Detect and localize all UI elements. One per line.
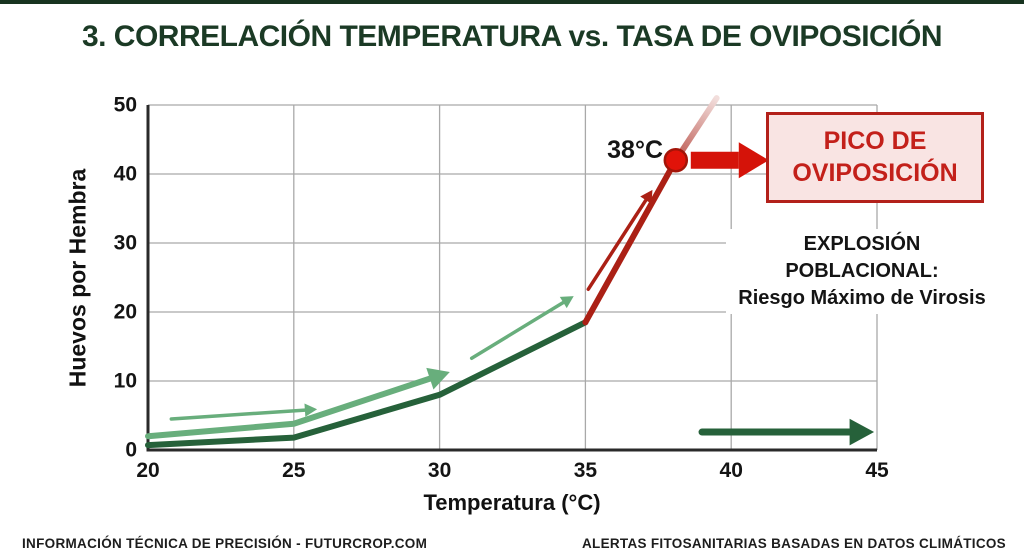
footer-left-text: INFORMACIÓN TÉCNICA DE PRECISIÓN - FUTUR…: [22, 536, 428, 551]
axes: [146, 105, 877, 452]
peak-callout-box: PICO DE OVIPOSICIÓN: [766, 112, 984, 203]
x-tick-label: 40: [720, 459, 743, 482]
x-tick-label: 30: [428, 459, 451, 482]
oviposicion-fase-critica: [582, 157, 679, 326]
y-tick-label: 0: [125, 439, 137, 462]
x-axis-label: Temperatura (°C): [423, 490, 601, 515]
peak-callout-label: PICO DE OVIPOSICIÓN: [792, 127, 958, 187]
y-axis-label: Huevos por Hembra: [64, 168, 91, 388]
x-tick-label: 20: [136, 459, 159, 482]
peak-temperature-label: 38°C: [607, 136, 663, 164]
y-tick-label: 20: [114, 301, 137, 324]
top-border: [0, 0, 1024, 4]
x-tick-label: 45: [865, 459, 889, 482]
x-tick-label: 35: [574, 459, 598, 482]
tendencia-verde-clara: [145, 367, 450, 440]
peak-callout-arrow: [690, 142, 769, 179]
y-tick-label: 40: [114, 163, 137, 186]
footer: INFORMACIÓN TÉCNICA DE PRECISIÓN - FUTUR…: [22, 536, 1006, 551]
flecha-incremento-2: [469, 296, 574, 360]
flecha-rango-alerta: [698, 418, 875, 446]
y-tick-label: 50: [114, 94, 137, 117]
flecha-subida-critica: [586, 189, 653, 291]
peak-marker: [663, 147, 689, 173]
flecha-incremento-1: [169, 403, 318, 421]
footer-right-text: ALERTAS FITOSANITARIAS BASADAS EN DATOS …: [581, 536, 1006, 551]
x-tick-label: 25: [282, 459, 306, 482]
population-explosion-note: EXPLOSIÓN POBLACIONAL: Riesgo Máximo de …: [726, 229, 998, 314]
page-title: 3. CORRELACIÓN TEMPERATURA vs. TASA DE O…: [81, 20, 943, 53]
proyeccion-desvanecida: [672, 95, 720, 164]
y-tick-label: 10: [114, 370, 137, 393]
y-tick-label: 30: [114, 232, 137, 255]
tick-labels: 0 10 20 30 40 50 20 25 30 35 40 45: [114, 94, 889, 483]
oviposicion-fase-verde: [145, 319, 589, 449]
